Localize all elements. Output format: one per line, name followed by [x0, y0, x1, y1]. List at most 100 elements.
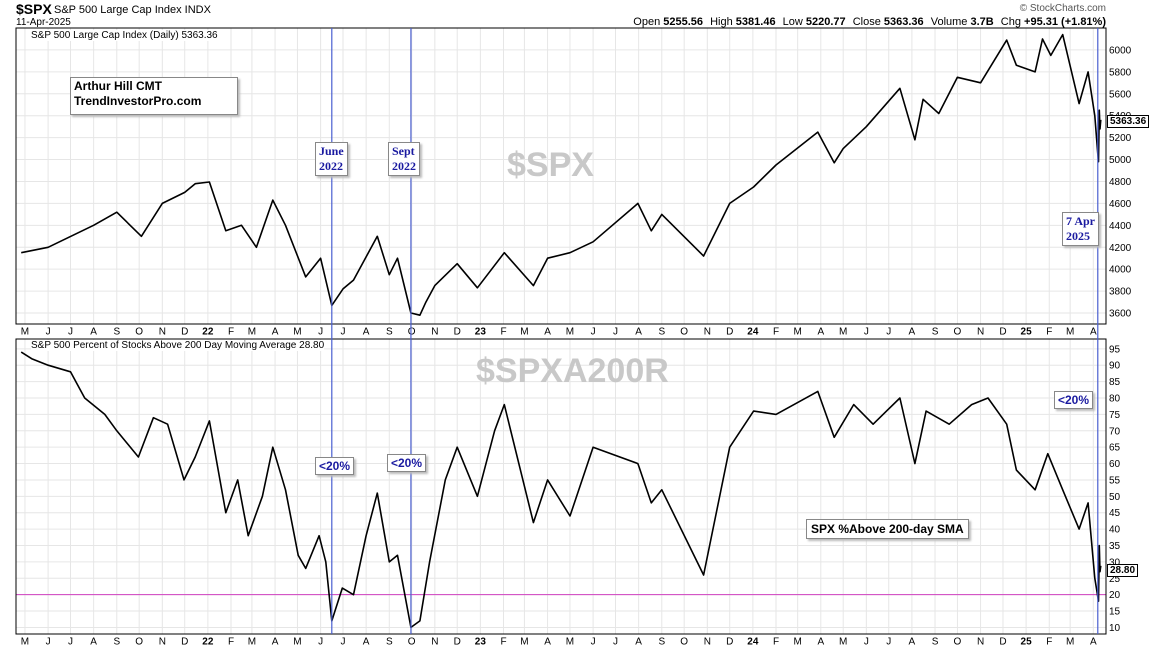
- x-tick-label: J: [341, 327, 346, 338]
- open-value: 5255.56: [663, 16, 704, 28]
- apr-year: 2025: [1066, 229, 1090, 243]
- y-tick-label: 10: [1109, 623, 1121, 634]
- x-tick-label: M: [293, 637, 301, 648]
- x-tick-label: A: [90, 327, 97, 338]
- x-tick-label: F: [228, 637, 234, 648]
- x-tick-label: J: [318, 327, 323, 338]
- x-tick-label: A: [544, 327, 551, 338]
- change-value: +95.31 (+1.81%): [1024, 16, 1106, 28]
- volume-label: Volume: [930, 16, 968, 28]
- y-tick-label: 4800: [1109, 177, 1132, 188]
- y-tick-label: 35: [1109, 541, 1121, 552]
- ohlc-summary: Open 5255.56 High 5381.46 Low 5220.77 Cl…: [629, 16, 1106, 28]
- y-tick-label: 75: [1109, 410, 1121, 421]
- x-tick-label: A: [1090, 327, 1097, 338]
- x-tick-label: D: [181, 637, 188, 648]
- x-tick-label: O: [954, 637, 962, 648]
- x-tick-label: A: [1090, 637, 1097, 648]
- x-tick-label: F: [773, 327, 779, 338]
- x-tick-label: F: [773, 637, 779, 648]
- x-tick-label: J: [864, 637, 869, 648]
- x-tick-label: F: [228, 327, 234, 338]
- x-tick-label: M: [520, 637, 528, 648]
- panel-frame: [15, 27, 1107, 325]
- y-tick-label: 95: [1109, 344, 1121, 355]
- x-tick-label: J: [46, 637, 51, 648]
- x-tick-label: O: [408, 637, 416, 648]
- x-tick-label: M: [1066, 637, 1074, 648]
- x-tick-label: A: [363, 637, 370, 648]
- june-2022-label: June 2022: [315, 142, 348, 176]
- y-tick-label: 4600: [1109, 199, 1132, 210]
- x-tick-label: M: [248, 327, 256, 338]
- spxa200r-line: [20, 351, 1102, 629]
- x-tick-label: J: [613, 327, 618, 338]
- x-tick-label: S: [113, 637, 120, 648]
- x-tick-label: J: [341, 637, 346, 648]
- x-tick-label: A: [90, 637, 97, 648]
- y-tick-label: 5800: [1109, 67, 1132, 78]
- x-tick-label: 24: [747, 637, 759, 648]
- y-tick-label: 20: [1109, 590, 1121, 601]
- y-tick-label: 85: [1109, 377, 1121, 388]
- x-tick-label: 23: [475, 327, 487, 338]
- x-tick-label: M: [566, 637, 574, 648]
- x-tick-label: S: [932, 637, 939, 648]
- x-tick-label: M: [793, 327, 801, 338]
- author-credit: Arthur Hill CMT TrendInvestorPro.com: [70, 77, 238, 115]
- breadth-last-value: 28.80: [1107, 564, 1139, 577]
- volume-value: 3.7B: [970, 16, 994, 28]
- y-tick-label: 25: [1109, 574, 1121, 585]
- x-tick-label: J: [613, 637, 618, 648]
- x-tick-label: A: [272, 637, 279, 648]
- x-tick-label: D: [454, 327, 461, 338]
- open-label: Open: [633, 16, 661, 28]
- x-tick-label: M: [1066, 327, 1074, 338]
- x-tick-label: J: [591, 637, 596, 648]
- y-tick-label: 80: [1109, 394, 1121, 405]
- panel-frame: [15, 338, 1107, 635]
- x-tick-label: D: [999, 327, 1006, 338]
- x-tick-label: 25: [1021, 327, 1033, 338]
- author-name: Arthur Hill CMT: [74, 79, 162, 93]
- y-tick-label: 5600: [1109, 89, 1132, 100]
- x-tick-label: M: [793, 637, 801, 648]
- x-tick-label: N: [704, 327, 711, 338]
- apr-2025-label: 7 Apr 2025: [1062, 212, 1100, 246]
- x-tick-label: A: [635, 637, 642, 648]
- stockcharts-logo[interactable]: © StockCharts.com: [1019, 3, 1106, 14]
- below-20-label-june: <20%: [315, 457, 355, 475]
- spx-watermark: $SPX: [507, 146, 594, 184]
- x-tick-label: N: [431, 327, 438, 338]
- x-tick-label: A: [909, 327, 916, 338]
- x-tick-label: F: [500, 327, 506, 338]
- x-tick-label: O: [680, 327, 688, 338]
- x-tick-label: M: [566, 327, 574, 338]
- x-tick-label: M: [839, 327, 847, 338]
- x-tick-label: A: [635, 327, 642, 338]
- x-tick-label: D: [454, 637, 461, 648]
- x-tick-label: J: [864, 327, 869, 338]
- y-tick-label: 4000: [1109, 265, 1132, 276]
- x-tick-label: O: [135, 637, 143, 648]
- sma-legend-label: SPX %Above 200-day SMA: [806, 519, 969, 539]
- y-tick-label: 5000: [1109, 155, 1132, 166]
- x-tick-label: J: [68, 637, 73, 648]
- change-label: Chg: [1000, 16, 1021, 28]
- x-tick-label: O: [408, 327, 416, 338]
- x-tick-label: S: [386, 637, 393, 648]
- x-tick-label: S: [386, 327, 393, 338]
- x-tick-label: N: [977, 637, 984, 648]
- y-tick-label: 50: [1109, 492, 1121, 503]
- x-tick-label: J: [46, 327, 51, 338]
- x-tick-label: 25: [1021, 637, 1033, 648]
- x-tick-label: M: [21, 637, 29, 648]
- x-tick-label: F: [500, 637, 506, 648]
- x-tick-label: A: [817, 327, 824, 338]
- below-20-label-sept: <20%: [387, 454, 427, 472]
- x-tick-label: N: [704, 637, 711, 648]
- x-tick-label: N: [977, 327, 984, 338]
- y-tick-label: 4200: [1109, 243, 1132, 254]
- x-tick-label: 24: [747, 327, 759, 338]
